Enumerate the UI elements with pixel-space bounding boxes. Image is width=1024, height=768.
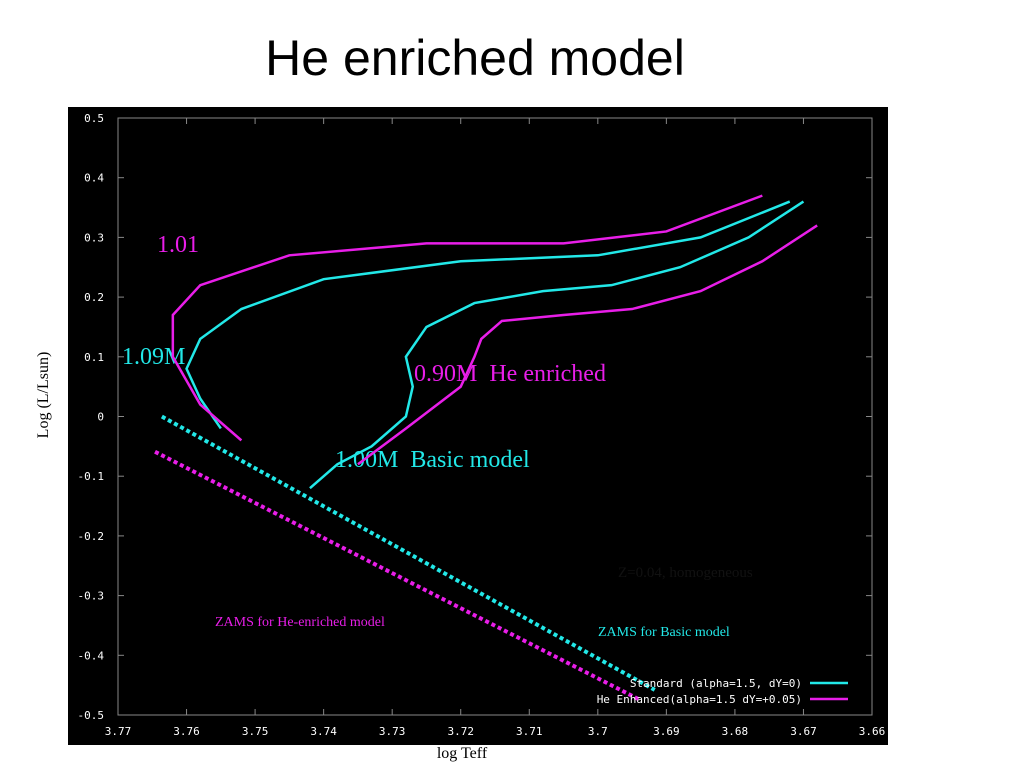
x-tick-label: 3.73: [379, 725, 406, 738]
x-tick-label: 3.77: [105, 725, 132, 738]
annotation: ZAMS for He-enriched model: [215, 615, 385, 630]
track-line: [185, 200, 791, 430]
track-line: [171, 194, 763, 442]
y-tick-label: 0: [97, 411, 104, 424]
y-tick-label: -0.4: [78, 649, 105, 662]
y-tick-label: -0.2: [78, 530, 105, 543]
y-tick-label: 0.3: [84, 231, 104, 244]
annotation: ZAMS for Basic model: [598, 625, 730, 640]
y-tick-label: 0.4: [84, 172, 104, 185]
y-tick-label: -0.3: [78, 590, 105, 603]
legend-label: Standard (alpha=1.5, dY=0): [630, 677, 802, 690]
slide-title: He enriched model: [265, 30, 685, 86]
track-line: [357, 224, 818, 466]
x-tick-label: 3.75: [242, 725, 269, 738]
x-tick-label: 3.68: [722, 725, 749, 738]
zams-line: [160, 414, 656, 692]
x-axis-label: log Teff: [437, 745, 488, 762]
annotation: 1.01: [157, 232, 199, 258]
annotation: 1.09M: [122, 344, 185, 370]
y-tick-label: 0.1: [84, 351, 104, 364]
x-tick-label: 3.76: [173, 725, 200, 738]
x-tick-label: 3.71: [516, 725, 543, 738]
plot-background: [68, 107, 888, 745]
annotation: 0.90M He enriched: [414, 361, 606, 387]
y-axis-label: Log (L/Lsun): [35, 352, 52, 439]
annotation: Z=0.04, homogeneous: [618, 565, 753, 581]
x-tick-label: 3.69: [653, 725, 680, 738]
x-tick-label: 3.74: [310, 725, 337, 738]
x-tick-label: 3.67: [790, 725, 817, 738]
annotation: 1.00M Basic model: [335, 447, 530, 473]
x-tick-label: 3.7: [588, 725, 608, 738]
y-tick-label: 0.2: [84, 291, 104, 304]
y-tick-label: -0.1: [78, 470, 105, 483]
legend-label: He Enhanced(alpha=1.5 dY=+0.05): [597, 693, 802, 706]
x-tick-label: 3.66: [859, 725, 886, 738]
track-line: [309, 200, 805, 490]
x-tick-label: 3.72: [447, 725, 474, 738]
y-tick-label: 0.5: [84, 112, 104, 125]
y-tick-label: -0.5: [78, 709, 105, 722]
